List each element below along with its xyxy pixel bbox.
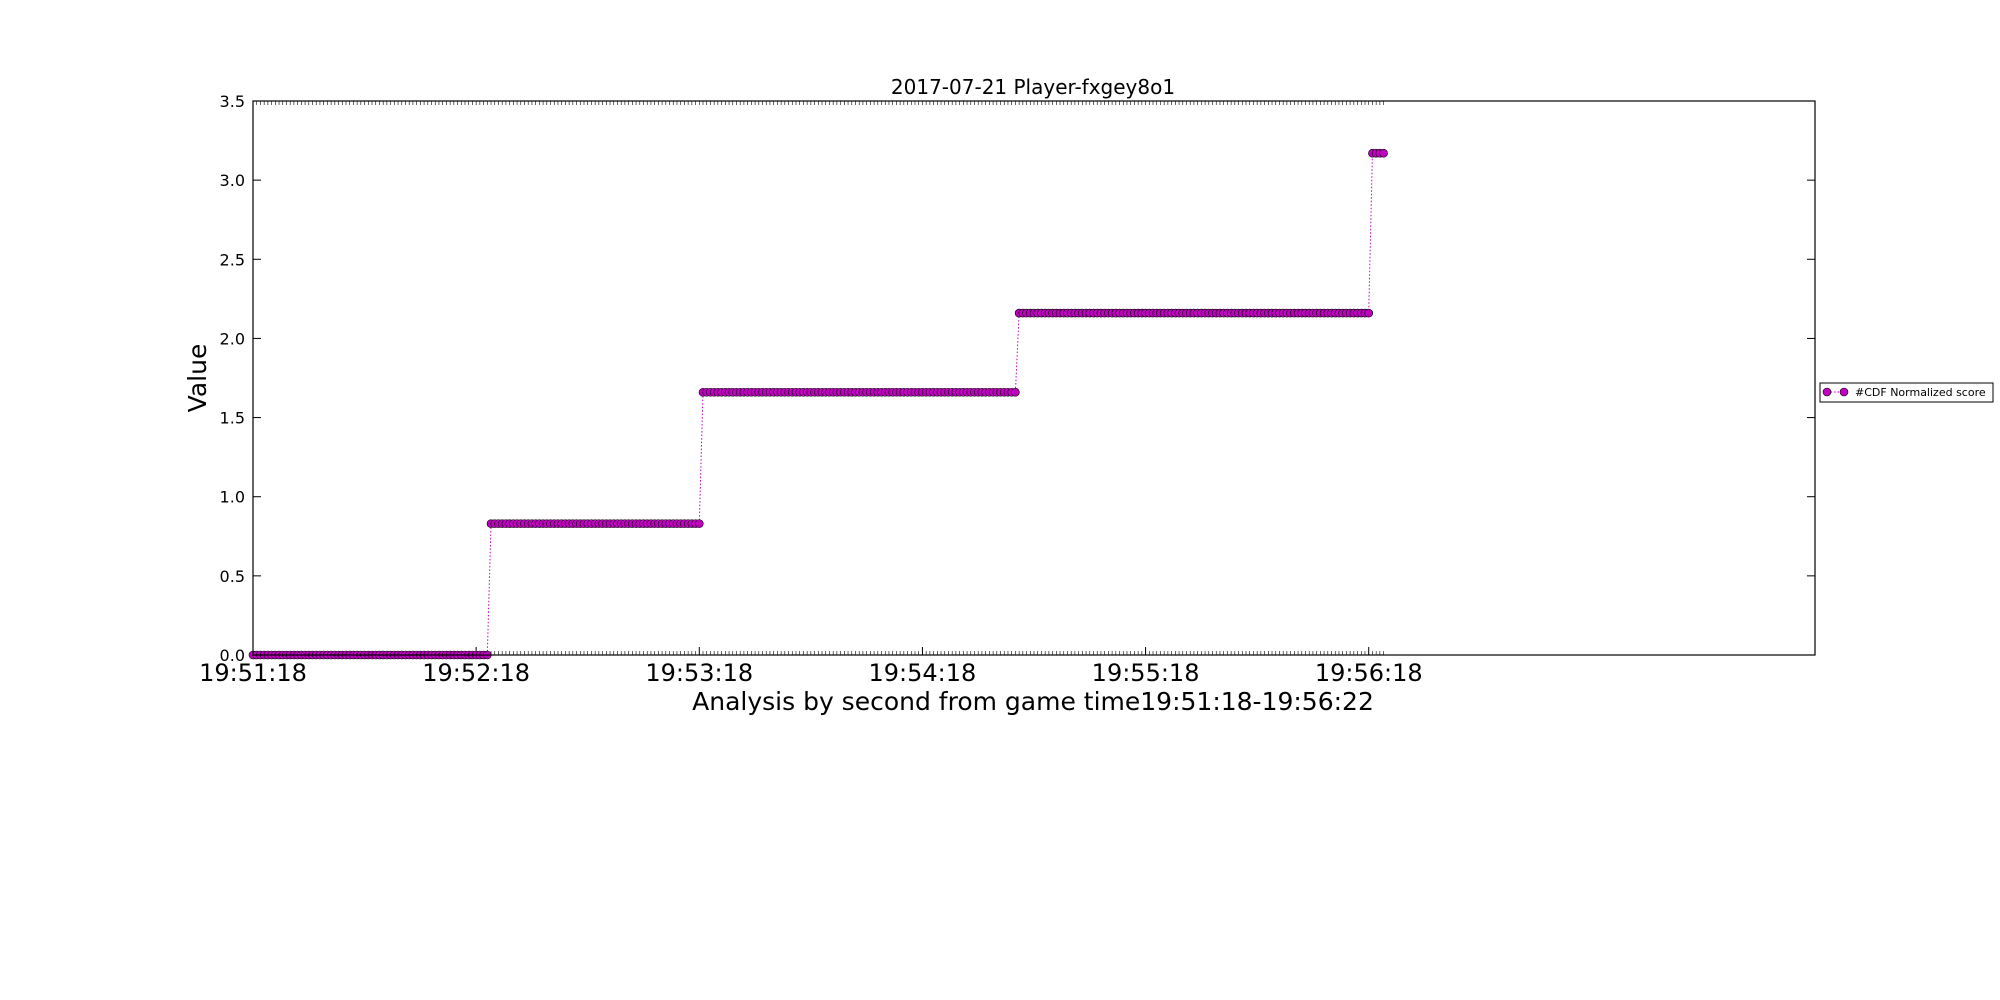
data-point [1011,387,1020,397]
y-tick-label: 0.0 [220,646,245,665]
y-tick-label: 3.5 [220,92,245,111]
y-tick-label: 2.5 [220,250,245,269]
data-point [1379,148,1388,158]
x-tick-label: 19:52:18 [422,659,530,687]
legend-label: #CDF Normalized score [1855,386,1986,399]
plot-area [253,101,1815,655]
y-tick-label: 2.0 [220,329,245,348]
y-ticks: 0.0 0.5 1.0 1.5 2.0 2.5 3.0 3.5 [220,92,1815,665]
y-axis-label: Value [183,344,212,413]
x-tick-label: 19:53:18 [645,659,753,687]
y-tick-label: 0.5 [220,567,245,586]
legend-marker-right [1839,387,1849,397]
legend-box [1819,382,1994,403]
x-axis-label: Analysis by second from game time19:51:1… [692,687,1374,716]
y-tick-label: 3.0 [220,171,245,190]
x-tick-label: 19:51:18 [199,659,307,687]
x-tick-label: 19:55:18 [1092,659,1200,687]
y-tick-label: 1.0 [220,488,245,507]
data-point [694,519,704,528]
series-cdf-normalized-score [248,148,1388,660]
x-ticks: 19:51:18 19:52:18 19:53:18 19:54:18 19:55:18… [199,647,1423,687]
legend: #CDF Normalized score [1819,382,1994,403]
y-tick-label: 1.5 [220,409,245,428]
x-tick-label: 19:56:18 [1315,659,1423,687]
legend-marker-left [1822,387,1832,397]
plot-frame [252,100,1816,656]
x-minor-ticks [252,101,1384,655]
data-point [1364,308,1374,318]
x-tick-label: 19:54:18 [869,659,977,687]
chart-title: 2017-07-21 Player-fxgey8o1 [891,75,1175,99]
